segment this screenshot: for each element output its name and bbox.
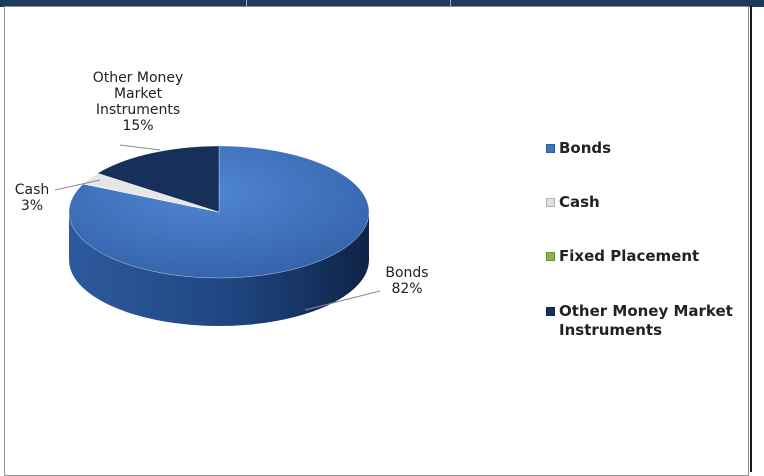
- top-bar: [0, 0, 764, 7]
- data-label-cash: Cash 3%: [15, 182, 50, 214]
- data-label-other-money-market-instruments: Other Money Market Instruments 15%: [93, 70, 184, 134]
- legend-label-bonds: Bonds: [559, 139, 612, 157]
- pie-side-bonds: [69, 212, 369, 326]
- legend-label-cash: Cash: [559, 193, 600, 211]
- legend-item-cash: Cash: [546, 193, 600, 212]
- leader-line-cash: [54, 179, 101, 191]
- leader-line-other-money-market-instruments: [119, 144, 161, 151]
- panel-edge: [750, 6, 752, 472]
- legend-label-fixed-placement: Fixed Placement: [559, 247, 700, 265]
- legend-label-other-money-market-instruments: Other Money Market Instruments: [559, 302, 733, 339]
- legend-item-other-money-market-instruments: Other Money Market Instruments: [546, 302, 739, 340]
- legend: Bonds Cash Fixed Placement Other Money M…: [546, 0, 746, 472]
- legend-swatch-fixed-placement: [546, 252, 555, 261]
- legend-swatch-cash: [546, 198, 555, 207]
- pie-slice-other-money-market-instruments: [97, 145, 220, 213]
- legend-swatch-bonds: [546, 144, 555, 153]
- legend-swatch-other-money-market-instruments: [546, 307, 555, 316]
- data-label-bonds: Bonds 82%: [385, 265, 428, 297]
- legend-item-bonds: Bonds: [546, 139, 611, 158]
- leader-line-bonds: [304, 290, 381, 311]
- legend-item-fixed-placement: Fixed Placement: [546, 247, 699, 266]
